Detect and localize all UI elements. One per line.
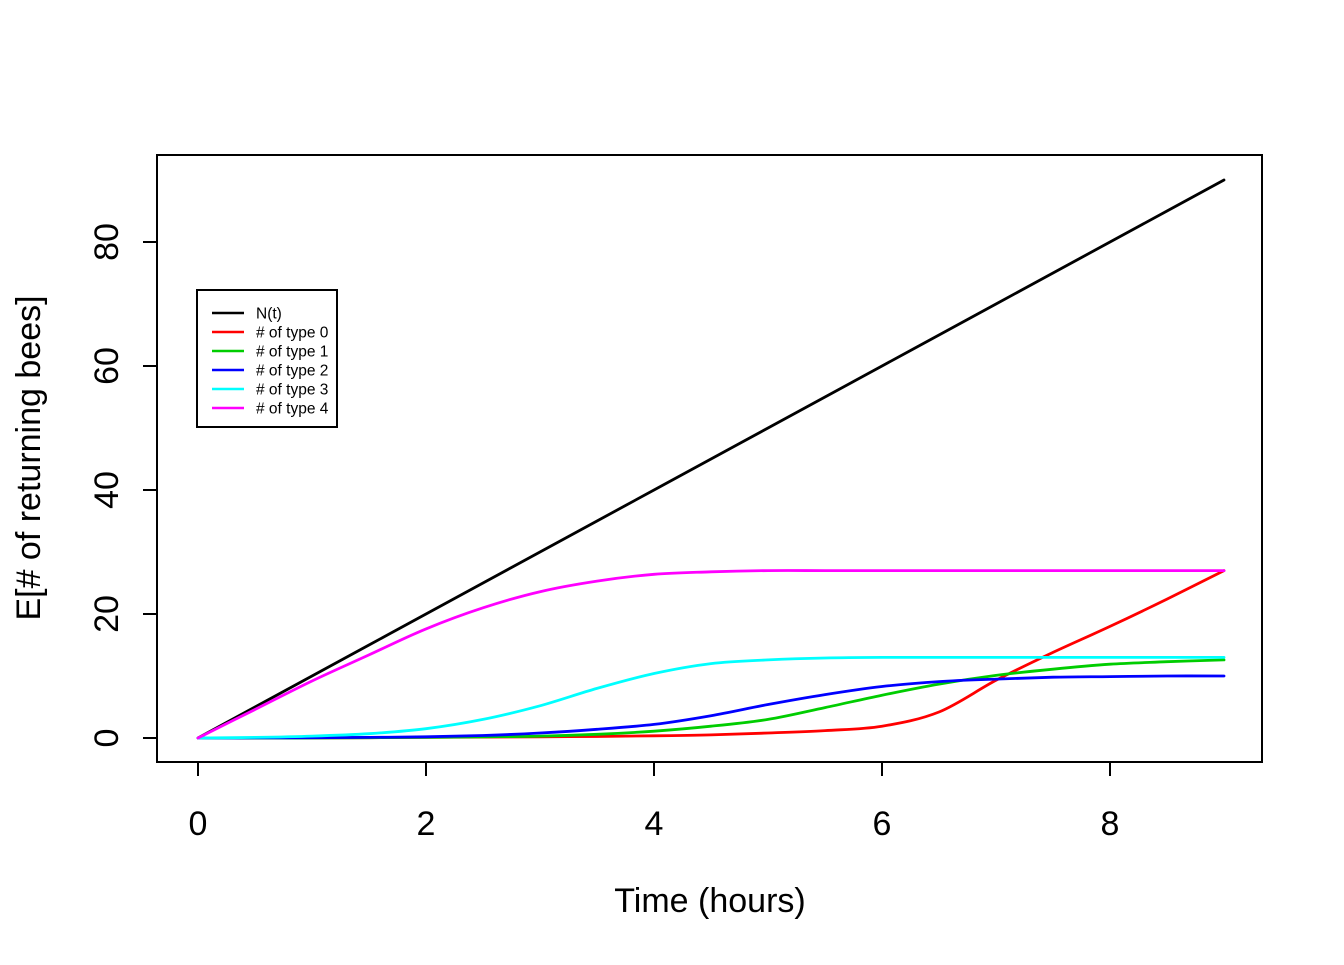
plot-border: [156, 154, 1263, 763]
series-line-3: [196, 674, 1226, 740]
series-line-0: [196, 178, 1226, 740]
y-tick-label: 20: [88, 595, 126, 633]
series-line-2: [196, 658, 1226, 740]
y-tick-label: 0: [88, 729, 126, 748]
x-axis-title: Time (hours): [614, 882, 805, 920]
y-axis-title: E[# of returning bees]: [10, 295, 48, 620]
legend: N(t) # of type 0 # of type 1 # of type 2 # o…: [196, 289, 338, 428]
x-tick-label: 4: [645, 805, 664, 843]
y-tick-label: 80: [88, 223, 126, 261]
legend-label-1: # of type 0: [256, 325, 329, 342]
x-tick-label: 8: [1101, 805, 1120, 843]
y-tick-label: 60: [88, 347, 126, 385]
legend-label-0: N(t): [256, 306, 282, 323]
series-lines: [196, 178, 1226, 740]
y-tick-label: 40: [88, 471, 126, 509]
x-tick-label: 2: [417, 805, 436, 843]
legend-label-3: # of type 2: [256, 363, 328, 380]
legend-label-5: # of type 4: [256, 401, 329, 418]
x-tick-label: 0: [189, 805, 208, 843]
series-line-5: [196, 569, 1226, 740]
x-tick-label: 6: [873, 805, 892, 843]
series-line-4: [196, 655, 1226, 740]
legend-label-2: # of type 1: [256, 344, 328, 361]
legend-label-4: # of type 3: [256, 382, 328, 399]
